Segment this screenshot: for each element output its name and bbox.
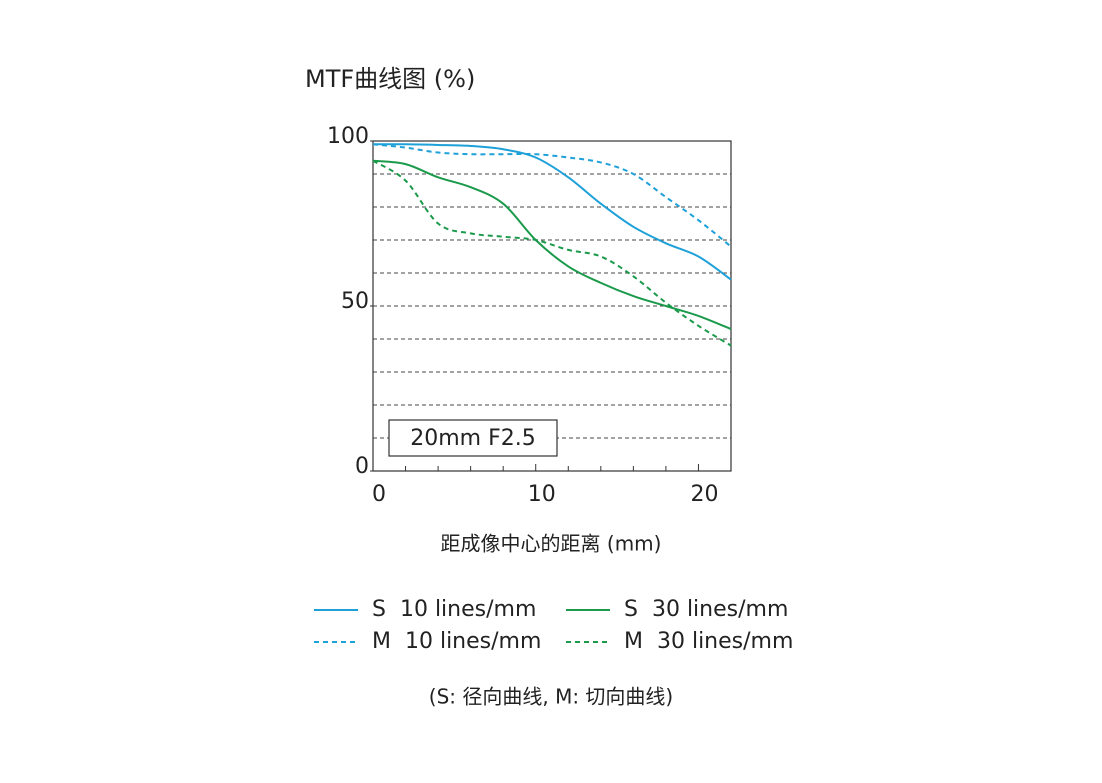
legend-label: S 30 lines/mm [624, 597, 788, 622]
y-tick-label: 100 [327, 124, 369, 149]
x-tick-label: 0 [372, 482, 386, 507]
series-line [372, 159, 732, 347]
x-tick-label: 10 [528, 482, 556, 507]
y-tick-label: 0 [355, 454, 369, 479]
legend-label: S 10 lines/mm [372, 597, 536, 622]
annotation: 20mm F2.5 [410, 426, 536, 451]
series-line [372, 143, 732, 248]
legend-label: M 30 lines/mm [624, 629, 793, 654]
x-axis-label: 距成像中心的距离 (mm) [441, 532, 662, 556]
annotation-box [388, 419, 558, 457]
note: (S: 径向曲线, M: 切向曲线) [429, 685, 673, 709]
chart-title: MTF曲线图 (%) [305, 65, 475, 93]
series-line [372, 159, 732, 331]
series-line [372, 143, 732, 281]
x-tick-label: 20 [690, 482, 718, 507]
y-tick-label: 50 [341, 289, 369, 314]
plot-frame [372, 140, 732, 472]
legend-label: M 10 lines/mm [372, 629, 541, 654]
